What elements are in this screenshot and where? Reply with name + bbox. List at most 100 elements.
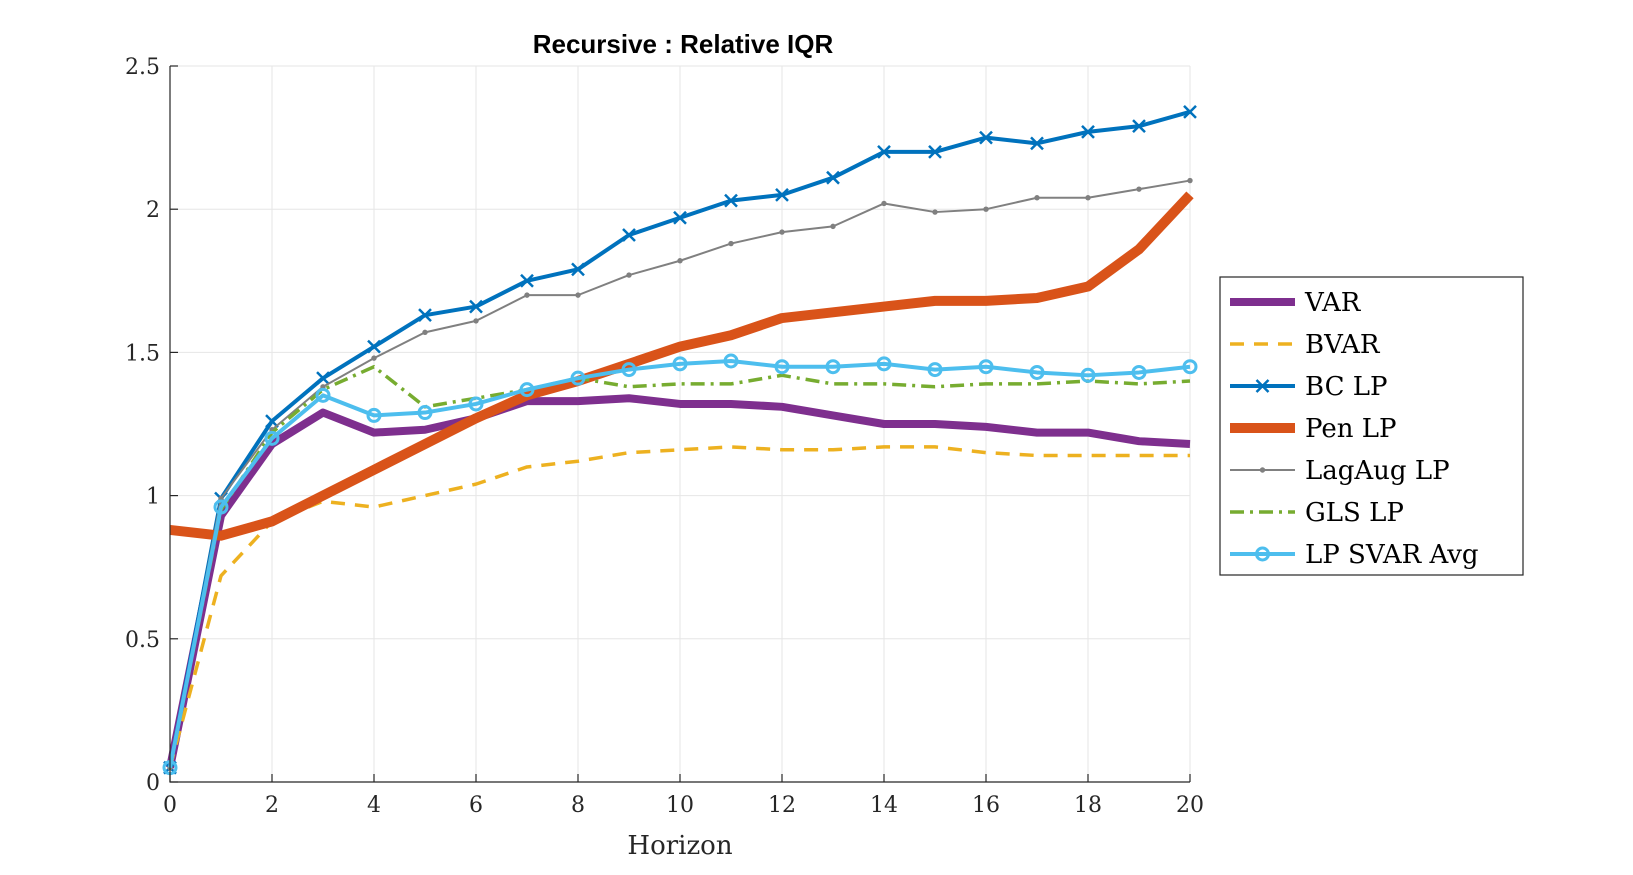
- marker-circle: [468, 396, 484, 412]
- series-line: [168, 358, 1191, 769]
- grid-lines: [169, 65, 1191, 783]
- marker-x: [1255, 379, 1270, 393]
- y-tick-label: 2: [146, 198, 160, 223]
- marker-dot: [677, 258, 683, 264]
- marker-x: [877, 145, 891, 159]
- marker-x: [1030, 136, 1044, 151]
- legend-item: GLS LP: [1230, 498, 1404, 528]
- series-line: [166, 394, 1191, 769]
- marker-x: [673, 210, 687, 225]
- y-tick-label: 0.5: [125, 628, 160, 653]
- legend-item: VAR: [1230, 288, 1362, 318]
- marker-x: [775, 187, 789, 202]
- marker-circle: [366, 407, 382, 423]
- legend-label: LP SVAR Avg: [1305, 540, 1479, 570]
- marker-dot: [575, 292, 581, 298]
- series-lp-svar-avg: [162, 353, 1198, 776]
- legend-item: LagAug LP: [1230, 456, 1450, 486]
- marker-dot: [422, 329, 428, 336]
- marker-x: [1081, 124, 1095, 139]
- marker-dot: [1259, 467, 1266, 473]
- x-tick-label: 4: [367, 793, 381, 818]
- marker-circle: [825, 359, 841, 375]
- series-var: [166, 394, 1191, 769]
- marker-circle: [672, 356, 688, 372]
- series-line: [168, 364, 1191, 769]
- x-tick-label: 16: [972, 793, 1000, 818]
- legend-label: GLS LP: [1305, 498, 1404, 528]
- x-tick-label: 8: [571, 793, 585, 818]
- y-tick-label: 0: [146, 771, 160, 796]
- marker-dot: [728, 240, 734, 247]
- marker-circle: [1029, 364, 1045, 380]
- series-line: [168, 445, 1190, 769]
- marker-dot: [881, 200, 887, 207]
- series-gls-lp: [168, 364, 1191, 769]
- marker-circle: [570, 370, 586, 386]
- marker-circle: [213, 499, 229, 515]
- marker-circle: [1182, 359, 1198, 375]
- marker-circle: [1131, 364, 1147, 380]
- marker-dot: [371, 355, 377, 361]
- x-tick-label: 10: [666, 793, 694, 818]
- marker-dot: [1187, 177, 1193, 184]
- marker-dot: [524, 292, 530, 298]
- legend-label: Pen LP: [1305, 414, 1396, 444]
- y-tick-label: 1: [146, 485, 160, 510]
- marker-x: [826, 170, 840, 185]
- marker-circle: [519, 382, 535, 398]
- marker-x: [1132, 119, 1146, 134]
- legend: VAR BVAR BC LP Pen LP LagAug LP GLS LP LP SVAR…: [1219, 276, 1524, 576]
- legend-label: VAR: [1304, 288, 1362, 318]
- x-tick-label: 18: [1074, 793, 1102, 818]
- x-tick-label: 14: [870, 793, 898, 818]
- axes: [169, 65, 1191, 783]
- marker-dot: [473, 318, 479, 324]
- marker-dot: [1136, 186, 1142, 192]
- marker-dot: [1085, 195, 1091, 201]
- marker-circle: [876, 356, 892, 372]
- series-line: [169, 191, 1194, 541]
- legend-label: BVAR: [1305, 330, 1381, 360]
- y-tick-label: 1.5: [125, 341, 160, 366]
- marker-dot: [932, 209, 938, 215]
- marker-circle: [417, 405, 433, 421]
- legend-item: Pen LP: [1230, 414, 1396, 444]
- marker-circle: [264, 430, 280, 446]
- marker-dot: [1034, 195, 1040, 201]
- legend-item: BVAR: [1230, 330, 1381, 360]
- marker-circle: [978, 359, 994, 375]
- marker-dot: [830, 223, 836, 230]
- legend-label: LagAug LP: [1305, 456, 1450, 486]
- marker-dot: [626, 272, 632, 278]
- marker-x: [1183, 104, 1197, 119]
- legend-label: BC LP: [1305, 372, 1388, 402]
- marker-circle: [1255, 546, 1270, 562]
- marker-x: [316, 371, 330, 386]
- marker-x: [571, 262, 585, 277]
- marker-x: [622, 228, 636, 242]
- marker-circle: [927, 362, 943, 378]
- x-tick-label: 6: [469, 793, 483, 818]
- marker-x: [928, 145, 942, 159]
- x-axis-label: Horizon: [627, 831, 732, 861]
- legend-item: BC LP: [1230, 372, 1388, 402]
- marker-circle: [723, 353, 739, 369]
- series-pen-lp: [169, 191, 1194, 541]
- marker-x: [418, 308, 432, 323]
- marker-x: [469, 299, 483, 314]
- y-tick-labels: 0 0.5 1 1.5 2 2.5: [125, 55, 160, 796]
- marker-circle: [774, 359, 790, 375]
- marker-x: [367, 339, 381, 354]
- series-layer: [162, 104, 1198, 776]
- marker-dot: [983, 206, 989, 212]
- chart-title: Recursive : Relative IQR: [533, 29, 834, 59]
- marker-circle: [621, 362, 637, 378]
- x-tick-label: 2: [265, 793, 279, 818]
- marker-x: [724, 193, 738, 208]
- marker-circle: [315, 387, 331, 403]
- x-tick-label: 12: [768, 793, 796, 818]
- marker-x: [979, 130, 993, 145]
- legend-item: LP SVAR Avg: [1230, 540, 1479, 570]
